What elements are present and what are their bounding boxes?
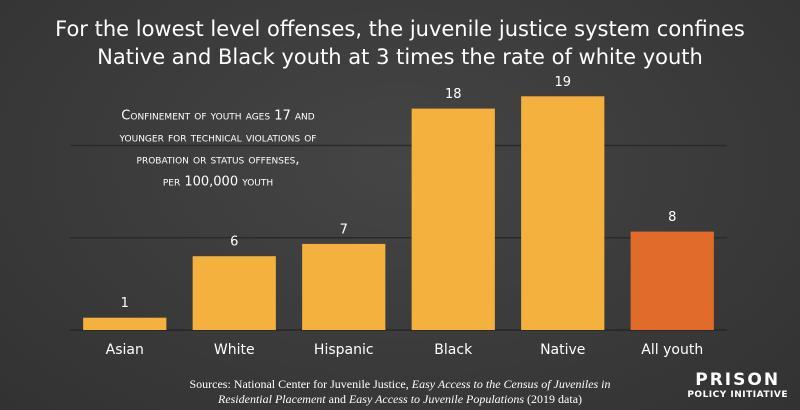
annotation: Confinement of youth ages 17 and xyxy=(121,109,314,124)
x-tick-label: Native xyxy=(540,342,585,358)
value-label: 1 xyxy=(121,296,129,311)
annotation: probation or status offenses, xyxy=(137,153,300,168)
x-tick-label: Hispanic xyxy=(314,342,374,358)
logo-text: PRISON xyxy=(695,370,781,390)
value-label: 6 xyxy=(230,235,238,250)
source-text: Residential Placement xyxy=(217,392,326,406)
annotation: younger for technical violations of xyxy=(119,131,317,146)
chart-title: Native and Black youth at 3 times the ra… xyxy=(97,45,703,69)
value-label: 8 xyxy=(668,210,676,225)
source-text: and xyxy=(328,392,346,406)
bar xyxy=(83,317,167,330)
source-text: (2019 data) xyxy=(527,392,583,406)
chart-title: For the lowest level offenses, the juven… xyxy=(55,17,745,41)
x-tick-label: Black xyxy=(434,342,473,358)
source-text: Easy Access to the Census of Juveniles i… xyxy=(411,377,611,391)
source: Sources: National Center for Juvenile Ju… xyxy=(170,377,630,407)
annotation: per 100,000 youth xyxy=(163,175,273,190)
bar xyxy=(630,231,714,330)
bar xyxy=(302,243,386,330)
logo-text: POLICY INITIATIVE xyxy=(687,390,788,400)
value-label: 19 xyxy=(554,75,571,90)
source-text: Easy Access to Juvenile Populations xyxy=(348,392,525,406)
x-tick-label: All youth xyxy=(641,342,703,358)
x-tick-label: White xyxy=(214,342,255,358)
bar xyxy=(411,108,495,330)
value-label: 18 xyxy=(445,87,462,102)
source-text: Sources: National Center for Juvenile Ju… xyxy=(189,377,409,391)
bar xyxy=(521,96,605,330)
x-tick-label: Asian xyxy=(106,342,144,358)
bar xyxy=(192,256,276,330)
logo: PRISON POLICY INITIATIVE xyxy=(687,371,788,401)
value-label: 7 xyxy=(340,222,348,237)
